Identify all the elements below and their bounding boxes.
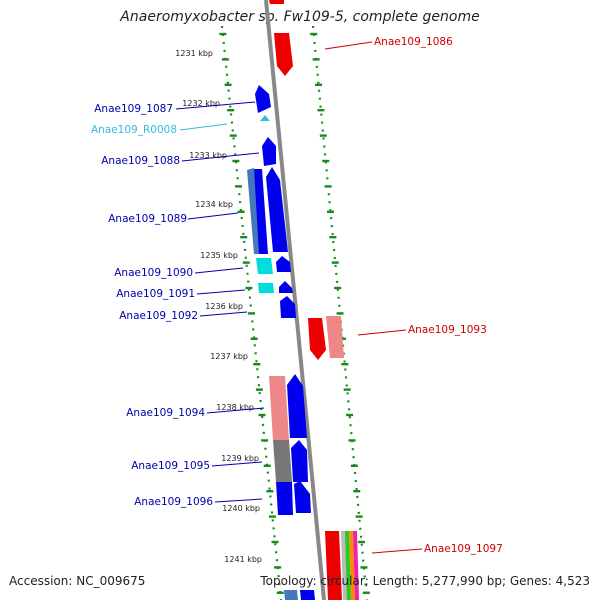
kbp-label: 1234 kbp [195, 200, 233, 209]
gene-box-1093-pink [326, 316, 344, 358]
kbp-labels: 1231 kbp 1232 kbp 1233 kbp 1234 kbp 1235… [175, 49, 262, 564]
gene-box-1095-gray [273, 440, 292, 482]
kbp-label: 1231 kbp [175, 49, 213, 58]
label-anae109-1094: Anae109_1094 [126, 407, 205, 419]
reverse-genes[interactable] [269, 0, 359, 600]
label-anae109-1093: Anae109_1093 [408, 324, 487, 336]
kbp-label: 1238 kbp [216, 403, 254, 412]
gene-box-1097-red [325, 531, 342, 600]
rna-box-1091 [258, 283, 274, 293]
rna-box-1090 [256, 258, 273, 274]
gene-arrow-1093-red [308, 318, 326, 360]
gene-labels-left[interactable]: Anae109_1087 Anae109_R0008 Anae109_1088 … [91, 103, 213, 508]
gene-arrow-1086 [274, 33, 293, 76]
gene-box-bottom-left [284, 590, 298, 600]
kbp-label: 1241 kbp [224, 555, 262, 564]
genome-backbone [264, 0, 326, 600]
gene-arrow-1089-c [266, 167, 288, 252]
gene-box-bottom-mid [300, 590, 315, 600]
gene-arrow-1088 [262, 137, 276, 166]
label-anae109-1091: Anae109_1091 [116, 288, 195, 300]
gene-arrow-top [269, 0, 284, 4]
gene-box-1096 [276, 482, 293, 515]
accession-text: Accession: NC_009675 [9, 574, 146, 588]
gene-arrow-1092 [280, 296, 296, 318]
label-anae109-1086: Anae109_1086 [374, 36, 453, 48]
label-anae109-1090: Anae109_1090 [114, 267, 193, 279]
label-anae109-1087: Anae109_1087 [94, 103, 173, 115]
label-anae109-1092: Anae109_1092 [119, 310, 198, 322]
label-anae109-1089: Anae109_1089 [108, 213, 187, 225]
gene-labels-right[interactable]: Anae109_1086 Anae109_1093 Anae109_1097 [374, 36, 503, 555]
genome-title: Anaeromyxobacter sp. Fw109-5, complete g… [120, 9, 480, 25]
gene-arrow-1089-b [254, 169, 268, 254]
kbp-label: 1237 kbp [210, 352, 248, 361]
gene-arrow-1091 [279, 281, 293, 293]
gene-arrow-1087 [255, 85, 271, 113]
label-anae109-1095: Anae109_1095 [131, 460, 210, 472]
gene-arrow-1094 [287, 374, 307, 438]
kbp-label: 1233 kbp [189, 151, 227, 160]
kbp-label: 1239 kbp [221, 454, 259, 463]
ruler-ticks-right [310, 32, 370, 594]
label-anae109-1097: Anae109_1097 [424, 543, 503, 555]
gene-arrow-1096 [294, 481, 311, 513]
leader-lines [175, 41, 423, 554]
label-anae109-1088: Anae109_1088 [101, 155, 180, 167]
kbp-label: 1240 kbp [222, 504, 260, 513]
gene-box-1097-magenta [353, 531, 359, 600]
kbp-label: 1236 kbp [205, 302, 243, 311]
forward-genes[interactable] [247, 85, 315, 600]
gene-arrow-1095 [291, 440, 308, 482]
kbp-label: 1235 kbp [200, 251, 238, 260]
label-anae109-r0008: Anae109_R0008 [91, 124, 177, 136]
label-anae109-1096: Anae109_1096 [134, 496, 213, 508]
gene-box-1094-pink [269, 376, 289, 440]
genome-summary-text: Topology: circular; Length: 5,277,990 bp… [260, 574, 590, 588]
rna-arrow-R0008 [260, 115, 270, 121]
kbp-label: 1232 kbp [182, 99, 220, 108]
gene-arrow-1089-a [247, 168, 260, 254]
ruler-ticks-left [219, 32, 284, 594]
gene-arrow-1090 [276, 256, 291, 272]
